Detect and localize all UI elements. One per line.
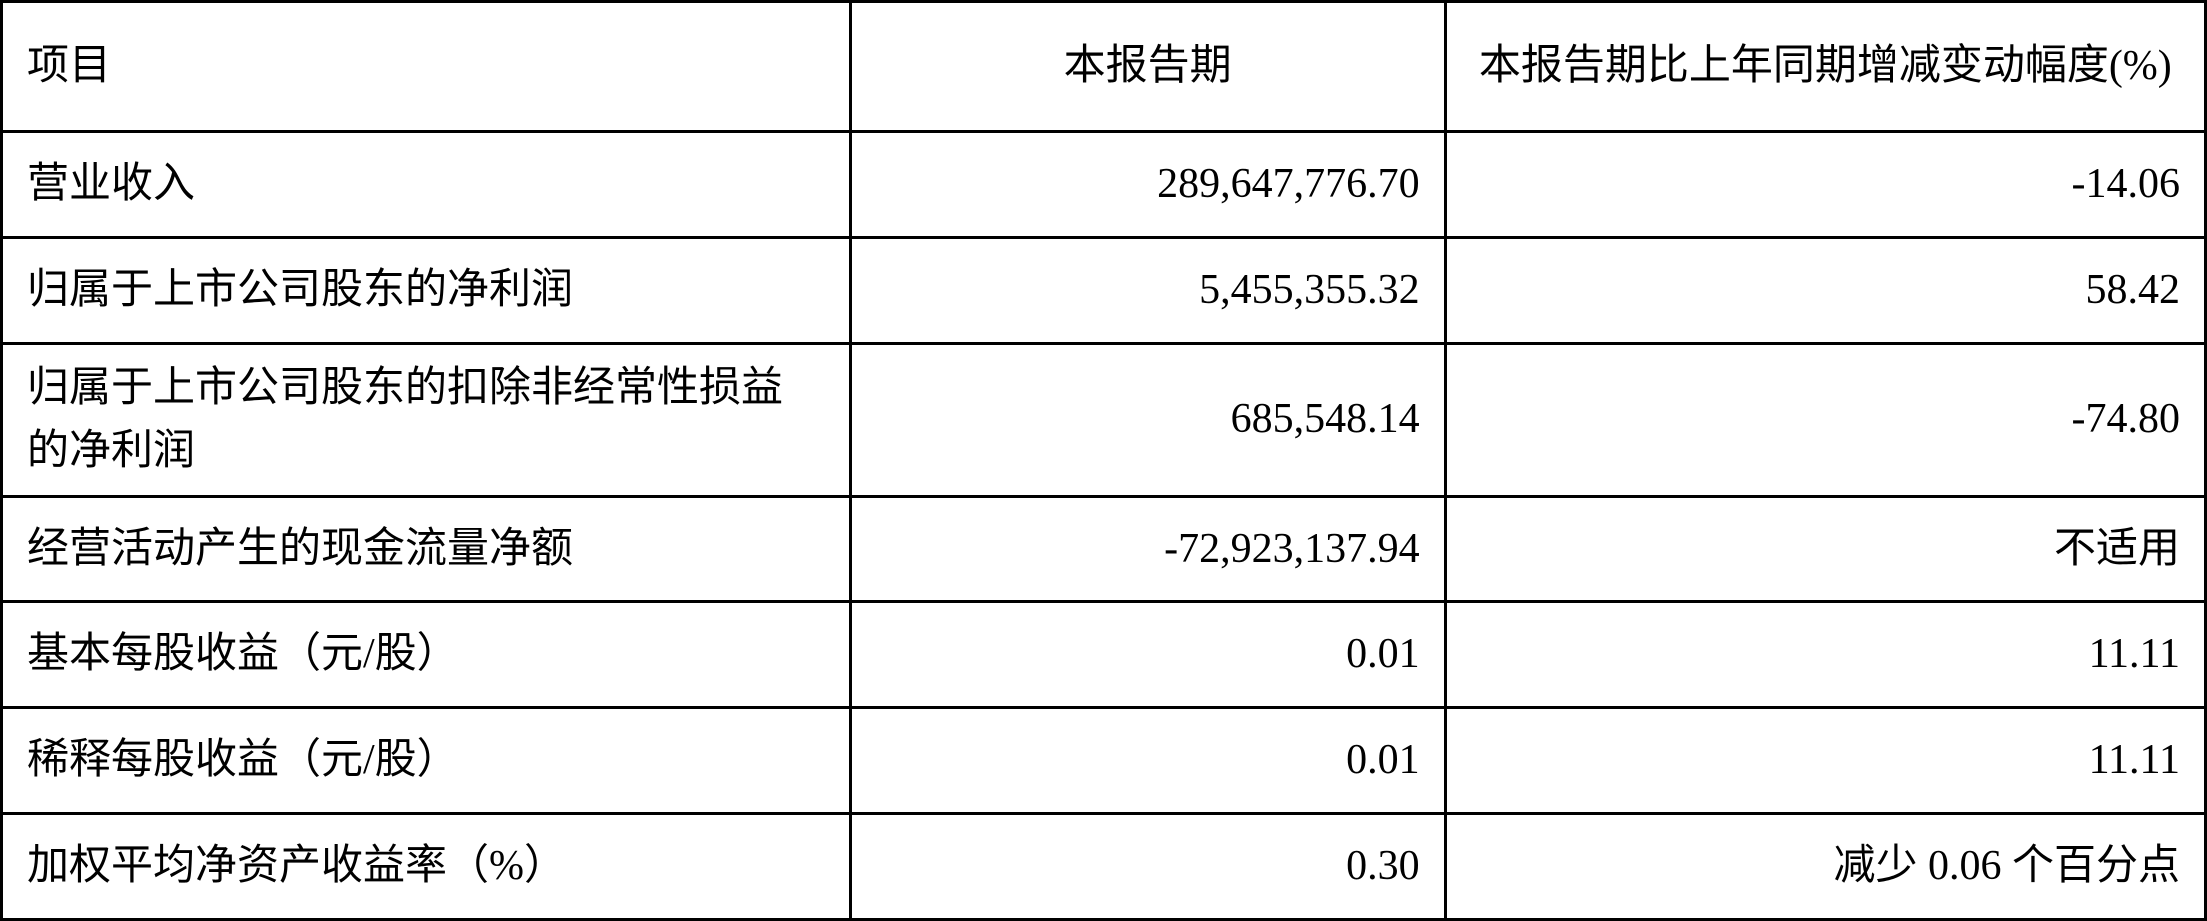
- row-item: 归属于上市公司股东的净利润: [2, 237, 851, 343]
- row-item: 基本每股收益（元/股）: [2, 602, 851, 708]
- row-change: 不适用: [1445, 496, 2205, 602]
- financial-table-container: 项目 本报告期 本报告期比上年同期增减变动幅度(%) 营业收入 289,647,…: [0, 0, 2207, 921]
- row-item: 经营活动产生的现金流量净额: [2, 496, 851, 602]
- row-change: 减少 0.06 个百分点: [1445, 814, 2205, 920]
- header-item: 项目: [2, 2, 851, 132]
- table-row: 稀释每股收益（元/股） 0.01 11.11: [2, 708, 2206, 814]
- table-row: 经营活动产生的现金流量净额 -72,923,137.94 不适用: [2, 496, 2206, 602]
- row-change: -74.80: [1445, 343, 2205, 496]
- table-row: 加权平均净资产收益率（%） 0.30 减少 0.06 个百分点: [2, 814, 2206, 920]
- row-item: 稀释每股收益（元/股）: [2, 708, 851, 814]
- row-period: 685,548.14: [850, 343, 1445, 496]
- row-period: 289,647,776.70: [850, 132, 1445, 238]
- row-period: 5,455,355.32: [850, 237, 1445, 343]
- row-period: 0.01: [850, 602, 1445, 708]
- header-change: 本报告期比上年同期增减变动幅度(%): [1445, 2, 2205, 132]
- row-item: 归属于上市公司股东的扣除非经常性损益的净利润: [2, 343, 851, 496]
- table-row: 归属于上市公司股东的扣除非经常性损益的净利润 685,548.14 -74.80: [2, 343, 2206, 496]
- row-item: 加权平均净资产收益率（%）: [2, 814, 851, 920]
- row-change: 11.11: [1445, 708, 2205, 814]
- table-row: 归属于上市公司股东的净利润 5,455,355.32 58.42: [2, 237, 2206, 343]
- row-change: 11.11: [1445, 602, 2205, 708]
- row-change: 58.42: [1445, 237, 2205, 343]
- row-item: 营业收入: [2, 132, 851, 238]
- row-period: 0.30: [850, 814, 1445, 920]
- row-period: -72,923,137.94: [850, 496, 1445, 602]
- financial-table: 项目 本报告期 本报告期比上年同期增减变动幅度(%) 营业收入 289,647,…: [0, 0, 2207, 921]
- row-change: -14.06: [1445, 132, 2205, 238]
- table-row: 基本每股收益（元/股） 0.01 11.11: [2, 602, 2206, 708]
- row-period: 0.01: [850, 708, 1445, 814]
- header-period: 本报告期: [850, 2, 1445, 132]
- table-header-row: 项目 本报告期 本报告期比上年同期增减变动幅度(%): [2, 2, 2206, 132]
- table-row: 营业收入 289,647,776.70 -14.06: [2, 132, 2206, 238]
